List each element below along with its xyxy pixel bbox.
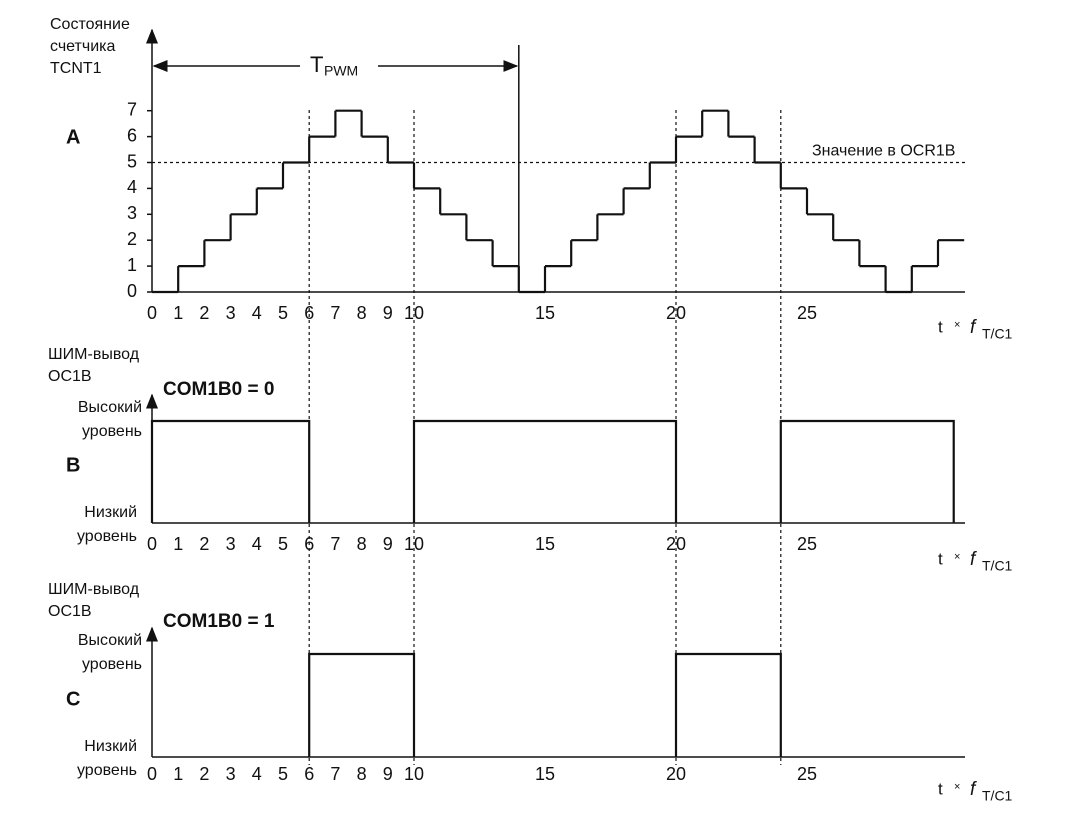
x-tick-label: 10 (404, 534, 424, 554)
y-tick-label: 2 (127, 229, 137, 249)
x-tick-label: 3 (226, 303, 236, 323)
x-tick-label: 6 (304, 764, 314, 784)
low-label: уровень (77, 528, 137, 545)
x-tick-label: 4 (252, 764, 262, 784)
x-tick-label: 4 (252, 303, 262, 323)
x-tick-label: 15 (535, 534, 555, 554)
high-label: уровень (82, 656, 142, 673)
axis-t: t (938, 549, 943, 568)
x-tick-label: 20 (666, 303, 686, 323)
y-axis-label: Состояние (50, 16, 130, 33)
x-tick-label: 1 (173, 764, 183, 784)
high-pulse (150, 419, 311, 523)
x-tick-label: 8 (357, 303, 367, 323)
x-tick-label: 25 (797, 534, 817, 554)
x-tick-label: 9 (383, 764, 393, 784)
x-tick-label: 1 (173, 303, 183, 323)
y-axis-label: ШИМ-вывод (48, 346, 140, 363)
panel-letter: B (66, 454, 80, 476)
y-axis-label: TCNT1 (50, 60, 102, 77)
panel-letter: C (66, 688, 80, 710)
y-axis-label: ШИМ-вывод (48, 581, 140, 598)
axis-times: × (954, 551, 960, 563)
x-tick-label: 15 (535, 303, 555, 323)
x-tick-label: 5 (278, 764, 288, 784)
x-tick-label: 7 (330, 534, 340, 554)
axis-sub: T/C1 (982, 558, 1013, 574)
high-pulse (779, 419, 955, 523)
period-label: T (310, 52, 323, 77)
y-tick-label: 7 (127, 99, 137, 119)
high-label: Высокий (78, 632, 142, 649)
x-tick-label: 20 (666, 764, 686, 784)
axis-f: f (970, 779, 977, 800)
x-tick-label: 3 (226, 534, 236, 554)
panel-letter: A (66, 126, 80, 148)
x-tick-label: 7 (330, 764, 340, 784)
x-tick-label: 15 (535, 764, 555, 784)
x-tick-label: 0 (147, 303, 157, 323)
x-tick-label: 9 (383, 534, 393, 554)
compare-label: Значение в OCR1B (812, 143, 955, 160)
y-axis-label: счетчика (50, 38, 115, 55)
x-tick-label: 5 (278, 303, 288, 323)
axis-times: × (954, 319, 960, 331)
x-tick-label: 3 (226, 764, 236, 784)
axis-t: t (938, 779, 943, 798)
x-tick-label: 10 (404, 303, 424, 323)
y-axis-label: OC1B (48, 368, 92, 385)
axis-f: f (970, 317, 977, 338)
y-axis-label: OC1B (48, 603, 92, 620)
x-tick-label: 8 (357, 764, 367, 784)
y-tick-label: 4 (127, 177, 137, 197)
period-sub: PWM (324, 63, 358, 79)
high-pulse (412, 419, 678, 523)
x-tick-label: 0 (147, 534, 157, 554)
x-tick-label: 25 (797, 303, 817, 323)
x-tick-label: 5 (278, 534, 288, 554)
axis-sub: T/C1 (982, 326, 1013, 342)
y-tick-label: 6 (127, 125, 137, 145)
x-tick-label: 10 (404, 764, 424, 784)
x-tick-label: 20 (666, 534, 686, 554)
low-label: Низкий (84, 504, 137, 521)
low-label: уровень (77, 762, 137, 779)
x-tick-label: 4 (252, 534, 262, 554)
low-label: Низкий (84, 738, 137, 755)
axis-t: t (938, 317, 943, 336)
axis-sub: T/C1 (982, 788, 1013, 804)
x-tick-label: 2 (199, 764, 209, 784)
x-tick-label: 6 (304, 303, 314, 323)
high-pulse (674, 652, 782, 757)
x-tick-label: 6 (304, 534, 314, 554)
x-tick-label: 7 (330, 303, 340, 323)
x-tick-label: 25 (797, 764, 817, 784)
x-tick-label: 9 (383, 303, 393, 323)
y-tick-label: 0 (127, 281, 137, 301)
x-tick-label: 1 (173, 534, 183, 554)
y-tick-label: 1 (127, 255, 137, 275)
high-pulse (308, 652, 416, 757)
high-label: Высокий (78, 399, 142, 416)
mode-label: COM1B0 = 0 (163, 379, 274, 400)
high-label: уровень (82, 423, 142, 440)
axis-f: f (970, 549, 977, 570)
x-tick-label: 8 (357, 534, 367, 554)
axis-times: × (954, 781, 960, 793)
y-tick-label: 5 (127, 151, 137, 171)
x-tick-label: 2 (199, 303, 209, 323)
x-tick-label: 2 (199, 534, 209, 554)
mode-label: COM1B0 = 1 (163, 611, 275, 632)
x-tick-label: 0 (147, 764, 157, 784)
y-tick-label: 3 (127, 203, 137, 223)
